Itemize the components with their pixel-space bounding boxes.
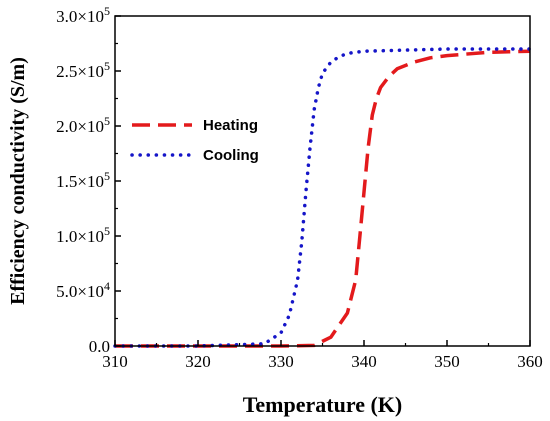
x-tick-label: 350 (434, 352, 460, 371)
plot-frame (114, 15, 531, 347)
y-tick-label: 2.0×105 (56, 114, 110, 136)
x-tick-label: 330 (268, 352, 294, 371)
y-tick-label: 0.0 (89, 337, 110, 356)
legend-label-cooling: Cooling (203, 147, 259, 164)
x-tick-label: 310 (102, 352, 128, 371)
y-tick-label: 1.0×105 (56, 224, 110, 246)
legend-label-heating: Heating (203, 117, 258, 134)
y-tick-label: 3.0×105 (56, 4, 110, 26)
series-line-cooling (113, 47, 532, 348)
x-axis-title: Temperature (K) (243, 392, 402, 417)
series-line-heating (115, 49, 531, 348)
x-tick-label: 340 (351, 352, 377, 371)
y-tick-label: 1.5×105 (56, 169, 110, 191)
x-tick-label: 360 (517, 352, 543, 371)
y-axis-title: Efficiency conductivity (S/m) (7, 57, 29, 305)
x-tick-label: 320 (185, 352, 211, 371)
y-tick-label: 2.5×105 (56, 59, 110, 81)
y-tick-label: 5.0×104 (56, 279, 110, 301)
